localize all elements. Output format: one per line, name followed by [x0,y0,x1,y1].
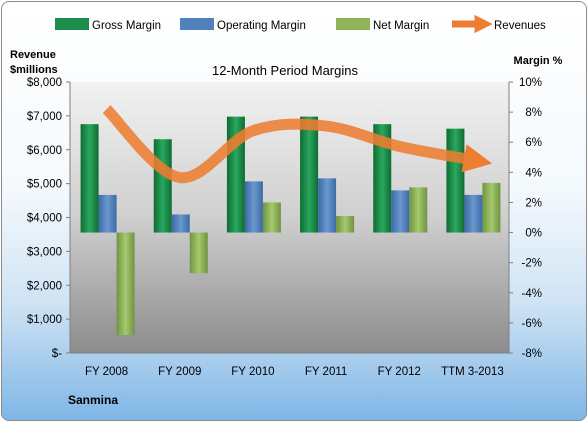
bar-net-margin-fy-2008[interactable] [116,232,135,335]
bar-operating-margin-fy-2011[interactable] [318,178,337,233]
right-tick-label: 10% [519,77,542,89]
bar-net-margin-fy-2010[interactable] [262,202,281,233]
bar-operating-margin-ttm-3-2013[interactable] [464,194,483,233]
chart-title: 12-Month Period Margins [212,63,358,78]
left-tick-label: $5,000 [27,179,62,191]
x-tick-label: TTM 3-2013 [441,366,504,378]
legend-swatch-net-margin [336,18,370,30]
left-axis-label-line1: Revenue [10,49,56,61]
left-axis-label-line2: $millions [10,64,58,76]
right-tick-label: 8% [525,107,542,119]
bar-gross-margin-fy-2008[interactable] [80,124,99,233]
left-tick-label: $2,000 [27,280,62,292]
legend-item-net-margin[interactable]: Net Margin [336,18,429,32]
x-tick-label: FY 2011 [305,366,347,378]
bar-gross-margin-ttm-3-2013[interactable] [446,128,465,233]
x-tick-label: FY 2012 [378,366,421,378]
left-tick-label: $8,000 [27,77,62,89]
right-tick-label: 0% [525,228,542,240]
revenue-line[interactable] [102,105,493,184]
right-tick-label: 6% [525,137,542,149]
x-tick-label: FY 2008 [85,366,128,378]
x-tick-label: FY 2009 [158,366,201,378]
bar-operating-margin-fy-2009[interactable] [171,214,190,233]
legend-swatch-gross-margin [55,18,89,30]
bar-net-margin-fy-2009[interactable] [189,232,208,274]
right-tick-label: -2% [522,258,542,270]
legend-label-net-margin: Net Margin [373,20,429,32]
legend-swatch-operating-margin [180,18,214,30]
legend-label-gross-margin: Gross Margin [92,20,161,32]
legend-item-gross-margin[interactable]: Gross Margin [55,18,161,32]
x-tick-label: FY 2010 [231,366,274,378]
right-axis-label: Margin % [514,55,563,67]
bar-operating-margin-fy-2012[interactable] [391,190,410,233]
left-tick-label: $7,000 [27,111,62,123]
right-tick-label: 4% [525,167,542,179]
company-label: Sanmina [68,393,118,407]
left-tick-label: $- [52,348,62,360]
bar-gross-margin-fy-2009[interactable] [153,139,172,233]
right-tick-label: -6% [522,318,542,330]
right-tick-label: 2% [525,197,542,209]
legend-item-operating-margin[interactable]: Operating Margin [180,18,306,32]
legend-item-revenues[interactable]: Revenues [452,14,546,34]
legend-label-revenues: Revenues [494,20,546,32]
right-tick-label: -8% [522,348,542,360]
bar-operating-margin-fy-2010[interactable] [244,181,263,233]
revenue-line-layer [102,105,493,184]
bar-operating-margin-fy-2008[interactable] [98,194,117,233]
left-tick-label: $6,000 [27,145,62,157]
bar-net-margin-fy-2011[interactable] [336,215,355,233]
bar-net-margin-ttm-3-2013[interactable] [482,182,501,233]
right-tick-label: -4% [522,288,542,300]
legend: Gross Margin Operating Margin Net Margin… [55,14,546,34]
axes-layer: $- $1,000 $2,000 $3,000 $4,000 $5,000 $6,000 $7… [27,77,542,378]
legend-label-operating-margin: Operating Margin [217,20,306,32]
left-tick-label: $1,000 [27,314,62,326]
bar-gross-margin-fy-2012[interactable] [373,124,392,233]
left-tick-label: $4,000 [27,213,62,225]
left-tick-label: $3,000 [27,246,62,258]
bar-net-margin-fy-2012[interactable] [409,187,428,233]
bar-gross-margin-fy-2011[interactable] [300,116,319,233]
